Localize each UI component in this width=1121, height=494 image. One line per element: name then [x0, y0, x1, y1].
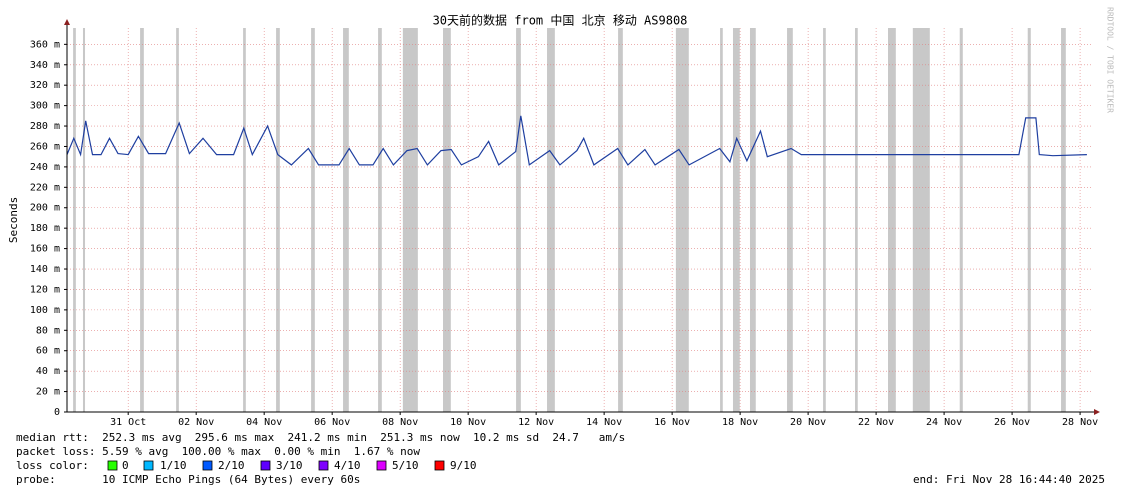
y-tick-label: 20 m [36, 387, 60, 398]
gap-band [547, 28, 555, 412]
gap-band [888, 28, 896, 412]
gap-band [243, 28, 246, 412]
x-tick-label: 06 Nov [314, 417, 350, 428]
gap-band [855, 28, 858, 412]
y-tick-label: 360 m [30, 39, 60, 50]
x-tick-label: 28 Nov [1062, 417, 1098, 428]
x-tick-label: 24 Nov [926, 417, 962, 428]
y-tick-label: 300 m [30, 101, 60, 112]
y-tick-label: 60 m [36, 346, 60, 357]
gap-band [176, 28, 179, 412]
gap-band [1061, 28, 1066, 412]
y-tick-label: 220 m [30, 182, 60, 193]
gap-band [959, 28, 963, 412]
median-rtt-stats: median rtt: 252.3 ms avg 295.6 ms max 24… [16, 431, 625, 444]
legend-label: 0 [122, 459, 129, 472]
gap-band [402, 28, 418, 412]
gap-band [378, 28, 382, 412]
y-tick-label: 80 m [36, 325, 60, 336]
gap-band [343, 28, 349, 412]
gap-band [675, 28, 689, 412]
legend-swatch [202, 460, 213, 471]
gap-band [311, 28, 315, 412]
y-tick-label: 140 m [30, 264, 60, 275]
gap-band [720, 28, 723, 412]
end-time: end: Fri Nov 28 16:44:40 2025 [913, 473, 1105, 486]
x-tick-label: 31 Oct [110, 417, 146, 428]
legend-swatch [434, 460, 445, 471]
y-tick-label: 160 m [30, 244, 60, 255]
gap-band [618, 28, 623, 412]
loss-color-label: loss color: [16, 459, 89, 472]
probe-info: probe: 10 ICMP Echo Pings (64 Bytes) eve… [16, 473, 360, 486]
legend-label: 4/10 [334, 459, 361, 472]
y-tick-label: 340 m [30, 60, 60, 71]
legend-swatch [376, 460, 387, 471]
y-tick-label: 120 m [30, 284, 60, 295]
legend-label: 3/10 [276, 459, 303, 472]
x-tick-label: 04 Nov [246, 417, 282, 428]
gap-band [140, 28, 144, 412]
legend-swatch [107, 460, 118, 471]
x-tick-label: 14 Nov [586, 417, 622, 428]
gap-band [1027, 28, 1031, 412]
x-tick-label: 22 Nov [858, 417, 894, 428]
y-tick-label: 100 m [30, 305, 60, 316]
x-tick-label: 10 Nov [450, 417, 486, 428]
x-tick-label: 20 Nov [790, 417, 826, 428]
y-tick-label: 180 m [30, 223, 60, 234]
gap-band [787, 28, 793, 412]
gap-band [276, 28, 280, 412]
gap-band [73, 28, 76, 412]
y-tick-label: 320 m [30, 80, 60, 91]
y-tick-label: 200 m [30, 203, 60, 214]
gap-band [442, 28, 451, 412]
legend-swatch [260, 460, 271, 471]
x-tick-label: 02 Nov [178, 417, 214, 428]
legend-label: 9/10 [450, 459, 477, 472]
legend-label: 5/10 [392, 459, 419, 472]
y-tick-label: 0 [54, 407, 60, 418]
legend-swatch [143, 460, 154, 471]
plot-area [66, 28, 1093, 413]
x-tick-label: 08 Nov [382, 417, 418, 428]
axis-arrow [1094, 409, 1100, 415]
y-axis-label: Seconds [7, 197, 20, 243]
packet-loss-stats: packet loss: 5.59 % avg 100.00 % max 0.0… [16, 445, 420, 458]
gap-band [823, 28, 826, 412]
x-tick-label: 12 Nov [518, 417, 554, 428]
gap-band [749, 28, 756, 412]
y-tick-label: 40 m [36, 366, 60, 377]
legend-swatch [318, 460, 329, 471]
watermark: RRDTOOL / TOBI OETIKER [1106, 7, 1115, 113]
legend-label: 2/10 [218, 459, 245, 472]
gap-band [82, 28, 86, 412]
gap-band [516, 28, 521, 412]
x-tick-label: 26 Nov [994, 417, 1030, 428]
chart-title: 30天前的数据 from 中国 北京 移动 AS9808 [433, 13, 688, 28]
x-tick-label: 16 Nov [654, 417, 690, 428]
gap-band [732, 28, 740, 412]
x-tick-label: 18 Nov [722, 417, 758, 428]
median-rtt-line [66, 115, 1087, 166]
y-tick-label: 260 m [30, 141, 60, 152]
gap-band [912, 28, 930, 412]
y-tick-label: 280 m [30, 121, 60, 132]
y-tick-label: 240 m [30, 162, 60, 173]
axis-arrow [64, 19, 70, 25]
legend-label: 1/10 [160, 459, 187, 472]
